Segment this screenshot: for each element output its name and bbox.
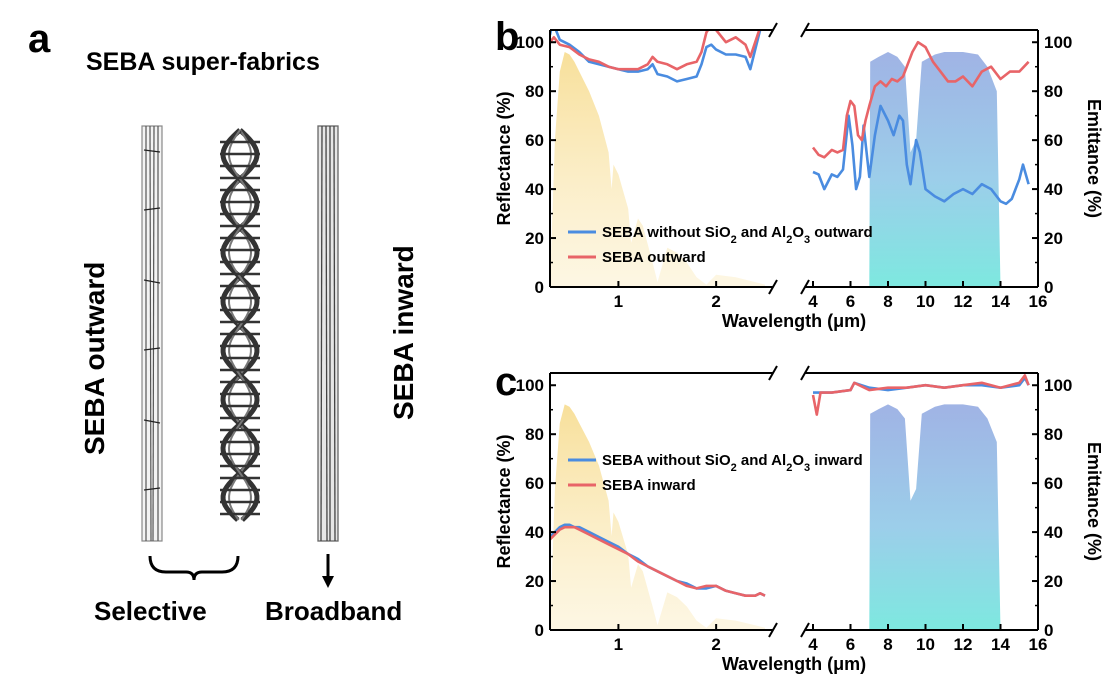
seba-inward-label: SEBA inward (388, 245, 419, 420)
panel-letter: c (495, 360, 517, 404)
solar-spectrum-area (550, 52, 765, 287)
x-tick-label: 8 (883, 292, 892, 311)
y2-tick-label: 0 (1044, 278, 1053, 297)
y2-tick-label: 20 (1044, 229, 1063, 248)
y2-tick-label: 40 (1044, 180, 1063, 199)
series-line-right (812, 104, 1030, 206)
x-axis-label: Wavelength (μm) (722, 654, 866, 674)
y2-tick-label: 60 (1044, 474, 1063, 493)
y-tick-label: 0 (535, 278, 544, 297)
selective-label: Selective (94, 596, 207, 626)
solar-spectrum (550, 52, 1001, 287)
y2-tick-label: 40 (1044, 523, 1063, 542)
series-line-left (550, 30, 762, 83)
legend-entry: SEBA outward (602, 249, 706, 266)
series-2 (550, 30, 1030, 159)
series-line-right (811, 40, 1030, 159)
y2-axis-label: Emittance (%) (1084, 99, 1104, 218)
x-tick-label: 10 (916, 292, 935, 311)
y-tick-label: 0 (535, 621, 544, 640)
y2-tick-label: 60 (1044, 131, 1063, 150)
y-tick-label: 60 (525, 131, 544, 150)
axis-break-mark (768, 279, 778, 295)
x-tick-label: 14 (991, 292, 1010, 311)
x-tick-label: 6 (846, 635, 855, 654)
axis-break-mark (800, 279, 810, 295)
y2-tick-label: 0 (1044, 621, 1053, 640)
broadband-arrow (322, 554, 334, 588)
axis-break-mark (800, 365, 810, 381)
atmospheric-window-area (869, 52, 1001, 287)
broadband-label: Broadband (265, 596, 402, 626)
y-tick-label: 80 (525, 425, 544, 444)
y-axis-label: Reflectance (%) (494, 434, 514, 568)
y2-tick-label: 80 (1044, 425, 1063, 444)
axis-break-mark (800, 22, 810, 38)
axis-break-mark (768, 622, 778, 638)
series-1 (550, 30, 1030, 206)
x-tick-label: 2 (711, 635, 720, 654)
axes (549, 365, 1039, 638)
y-tick-label: 60 (525, 474, 544, 493)
solar-spectrum (550, 404, 1001, 630)
y2-tick-label: 100 (1044, 376, 1072, 395)
series-line-left (550, 525, 766, 597)
y-tick-label: 100 (516, 376, 544, 395)
atmospheric-window-area (869, 404, 1001, 630)
x-tick-label: 4 (808, 292, 818, 311)
axis-break-mark (800, 622, 810, 638)
axis-break-mark (768, 22, 778, 38)
solar-spectrum-area (550, 404, 765, 630)
y-tick-label: 20 (525, 572, 544, 591)
y2-tick-label: 20 (1044, 572, 1063, 591)
x-tick-label: 8 (883, 635, 892, 654)
panel-a-title: SEBA super-fabrics (86, 48, 320, 76)
x-tick-label: 6 (846, 292, 855, 311)
series-line-right (811, 374, 1030, 416)
panel-letter: b (495, 15, 519, 59)
y-tick-label: 80 (525, 82, 544, 101)
x-tick-label: 10 (916, 635, 935, 654)
x-tick-label: 1 (614, 292, 623, 311)
x-tick-label: 12 (954, 292, 973, 311)
panel-a: a SEBA super-fabrics SEBA outward SEBA i… (28, 17, 419, 626)
legend: SEBA without SiO2 and Al2O3 outward SEBA … (568, 224, 873, 266)
legend-entry: SEBA without SiO2 and Al2O3 inward (602, 452, 863, 474)
legend-entry: SEBA without SiO2 and Al2O3 outward (602, 224, 873, 246)
x-tick-label: 4 (808, 635, 818, 654)
x-tick-label: 14 (991, 635, 1010, 654)
y-axis-label: Reflectance (%) (494, 91, 514, 225)
woven-braid-illustration (220, 128, 260, 522)
selective-fiber-bundle-illustration (141, 125, 163, 542)
x-tick-label: 16 (1029, 292, 1048, 311)
x-tick-label: 12 (954, 635, 973, 654)
seba-outward-label: SEBA outward (79, 262, 110, 455)
y-tick-label: 40 (525, 523, 544, 542)
legend: SEBA without SiO2 and Al2O3 inward SEBA i… (568, 452, 863, 494)
y-tick-label: 100 (516, 33, 544, 52)
x-tick-label: 1 (614, 635, 623, 654)
y-tick-label: 20 (525, 229, 544, 248)
y2-tick-label: 80 (1044, 82, 1063, 101)
series-line-left (550, 30, 761, 71)
y-tick-label: 40 (525, 180, 544, 199)
series-2 (550, 374, 1030, 597)
y2-axis-label: Emittance (%) (1084, 442, 1104, 561)
legend-entry: SEBA inward (602, 477, 696, 494)
axes (549, 22, 1039, 295)
x-tick-label: 2 (711, 292, 720, 311)
y2-tick-label: 100 (1044, 33, 1072, 52)
broadband-fiber-bundle-illustration (317, 125, 339, 542)
panel-a-letter: a (28, 17, 51, 61)
axis-break-mark (768, 365, 778, 381)
x-tick-label: 16 (1029, 635, 1048, 654)
x-axis-label: Wavelength (μm) (722, 311, 866, 331)
selective-brace (148, 555, 240, 581)
